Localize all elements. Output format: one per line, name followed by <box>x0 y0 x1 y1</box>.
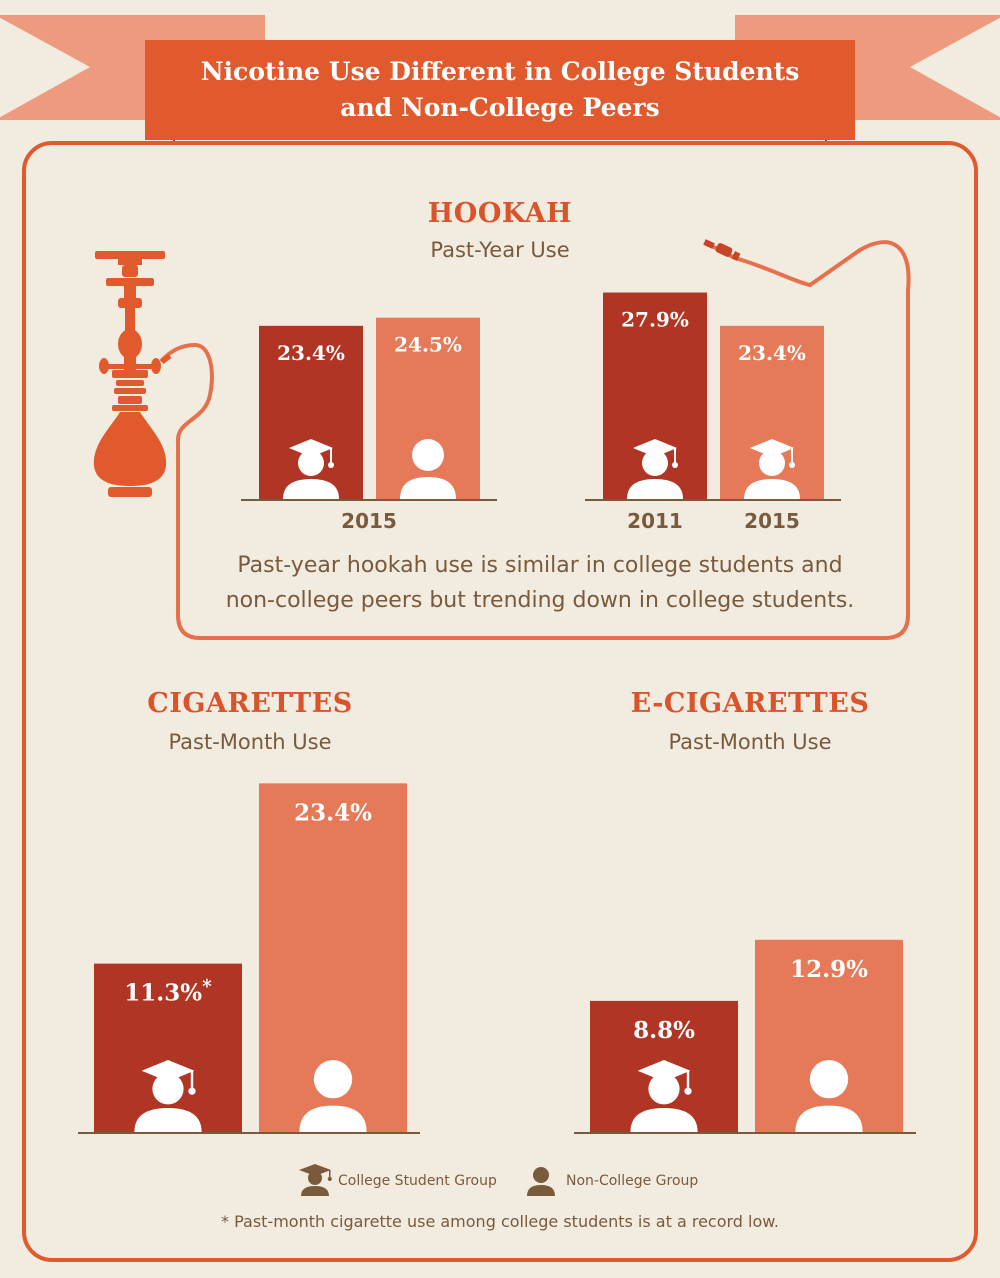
hookah-subtitle: Past-Year Use <box>430 238 570 262</box>
hookah-2011-college-graduate-icon <box>627 439 683 499</box>
cigarettes-subtitle: Past-Month Use <box>168 730 332 754</box>
legend-person-icon <box>527 1167 555 1196</box>
ecigarettes-college-graduate-icon <box>630 1060 698 1132</box>
cigarettes-college-graduate-icon <box>134 1060 202 1132</box>
hookah-trend-2015-college-graduate-icon <box>744 439 800 499</box>
hookah-note-line-2: non-college peers but trending down in c… <box>225 588 855 613</box>
legend-graduate-icon <box>299 1164 332 1196</box>
footnote: * Past-month cigarette use among college… <box>221 1212 779 1231</box>
hookah-2015-noncollege-person-icon <box>400 439 456 499</box>
hookah-pipe-icon <box>93 251 167 497</box>
hookah-side-hose <box>160 354 172 364</box>
cigarettes-title: CIGARETTES <box>147 688 353 719</box>
cigarettes-chart: 11.3%* 23.4% <box>78 783 420 1134</box>
ecigarettes-college-value-label: 8.8% <box>633 1017 695 1044</box>
ecigarettes-chart: 8.8% 12.9% <box>574 939 916 1134</box>
cigarettes-noncollege-value-label: 23.4% <box>294 799 372 826</box>
cigarettes-college-value-label: 11.3%* <box>124 977 212 1007</box>
hookah-trend-tick-2011: 2011 <box>627 509 683 533</box>
page-title: Nicotine Use Different in College Studen… <box>145 40 855 140</box>
hookah-hose-frame <box>160 240 911 640</box>
hookah-2015-noncollege-value-label: 24.5% <box>394 333 462 357</box>
hookah-2015-chart: 23.4% 24.5% 2015 <box>241 317 497 533</box>
ecigarettes-subtitle: Past-Month Use <box>668 730 832 754</box>
ecigarettes-title: E-CIGARETTES <box>630 688 870 719</box>
title-banner <box>145 40 855 140</box>
page-title-line-2: and Non-College Peers <box>340 93 660 122</box>
cigarettes-college-footnote-marker: * <box>202 977 212 998</box>
hookah-2015-college-value-label: 23.4% <box>277 341 345 365</box>
hookah-trend-tick-2015: 2015 <box>744 509 800 533</box>
legend-college-label: College Student Group <box>338 1173 497 1189</box>
ecigarettes-noncollege-bar <box>755 939 903 1132</box>
hookah-2011-college-value-label: 27.9% <box>621 308 689 332</box>
hookah-2015-tick: 2015 <box>341 509 397 533</box>
hookah-title: HOOKAH <box>427 198 573 229</box>
page-title-line-1: Nicotine Use Different in College Studen… <box>200 57 800 86</box>
cigarettes-noncollege-person-icon <box>299 1060 367 1132</box>
hookah-note-line-1: Past-year hookah use is similar in colle… <box>237 553 843 578</box>
hookah-trend-2015-college-value-label: 23.4% <box>738 341 806 365</box>
outer-frame <box>22 141 978 1262</box>
ecigarettes-noncollege-person-icon <box>795 1060 863 1132</box>
hose-mouthpiece-icon <box>703 239 741 261</box>
ecigarettes-noncollege-value-label: 12.9% <box>790 956 868 983</box>
hookah-note: Past-year hookah use is similar in colle… <box>180 548 900 618</box>
hookah-trend-chart: 27.9% 23.4% 2011 2015 <box>585 292 841 533</box>
legend-noncollege-label: Non-College Group <box>566 1173 699 1189</box>
legend: College Student Group Non-College Group <box>0 1165 1000 1201</box>
hookah-2015-college-graduate-icon <box>283 439 339 499</box>
